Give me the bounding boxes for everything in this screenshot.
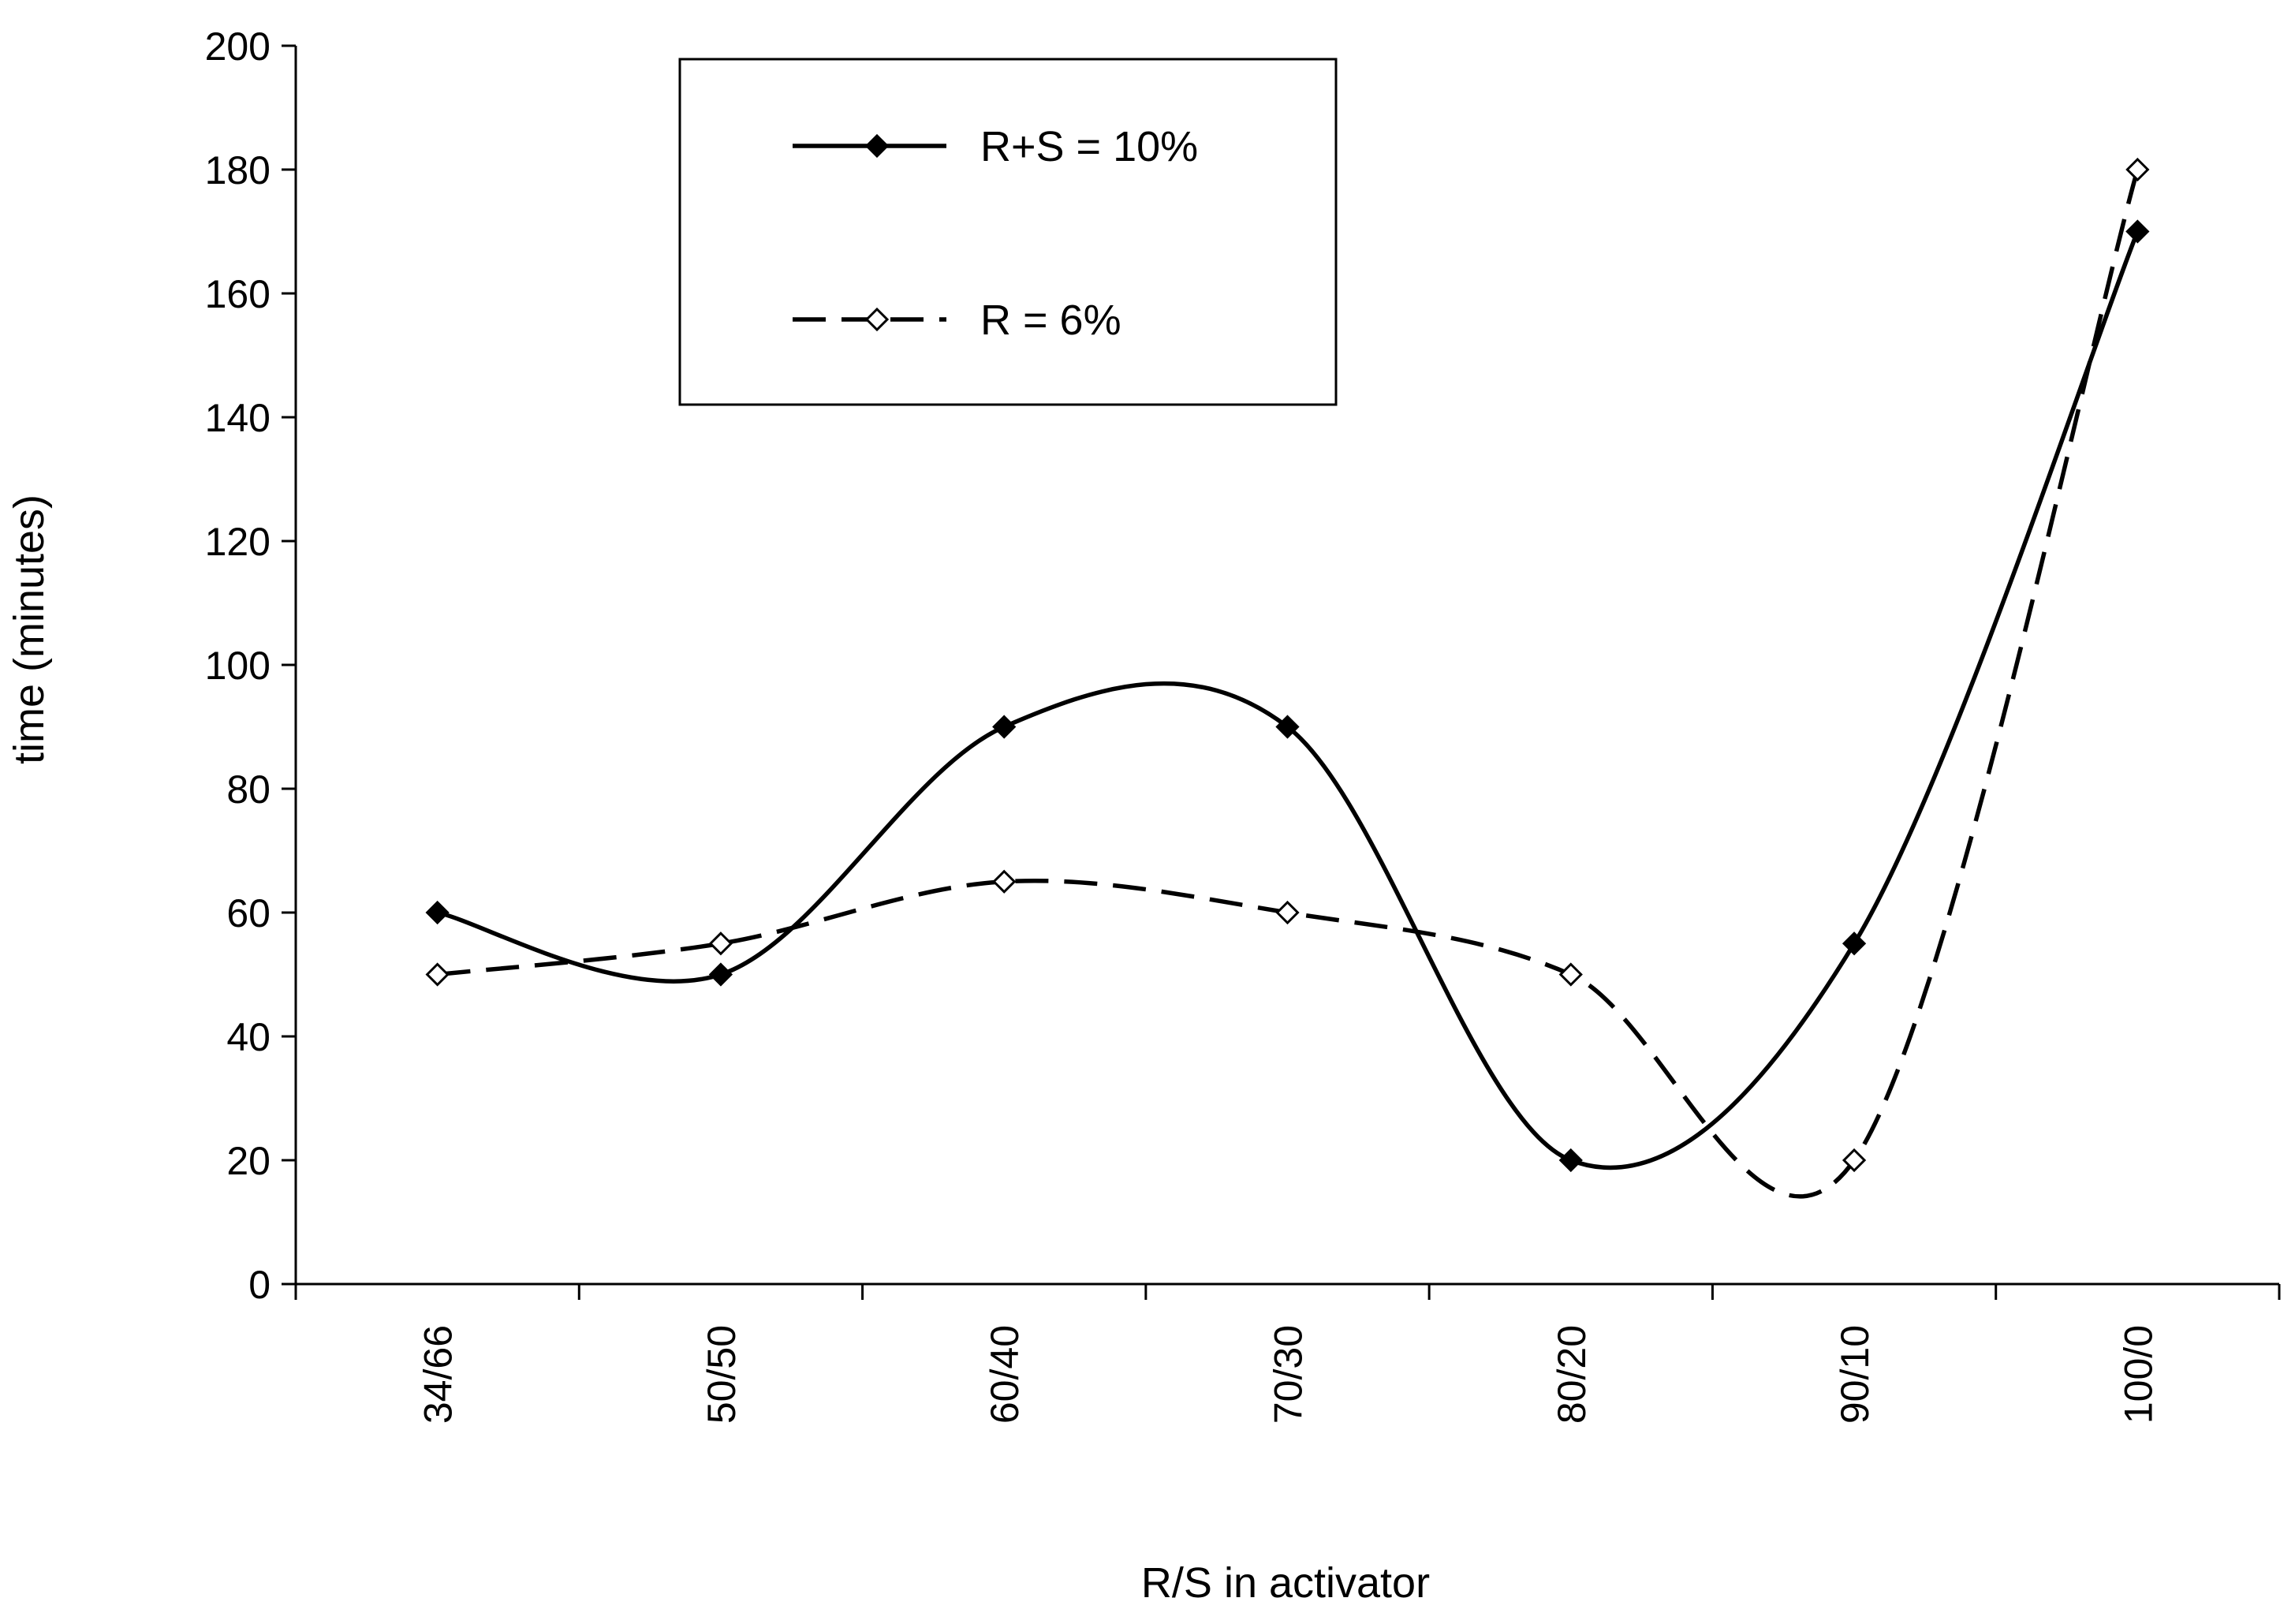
- legend-label: R+S = 10%: [980, 123, 1198, 170]
- y-tick-label: 40: [226, 1015, 271, 1059]
- legend-box: [678, 58, 1338, 406]
- y-tick-label: 200: [205, 24, 271, 69]
- y-tick-label: 0: [248, 1263, 271, 1307]
- x-tick-label: 100/0: [2116, 1325, 2160, 1424]
- legend: R+S = 10% R = 6%: [678, 58, 1338, 406]
- y-tick-label: 20: [226, 1139, 271, 1183]
- legend-item: R = 6%: [793, 297, 1121, 344]
- data-point: [2125, 157, 2150, 182]
- data-point: [992, 869, 1017, 894]
- y-tick-label: 160: [205, 272, 271, 316]
- y-tick-label: 140: [205, 396, 271, 440]
- series-line: [437, 169, 2140, 1199]
- y-tick-label: 100: [205, 644, 271, 688]
- data-point: [992, 715, 1017, 739]
- y-tick-label: 120: [205, 520, 271, 564]
- y-axis: 0 20 40 60 80 100 120 140 160 180 200: [205, 24, 297, 1307]
- series-1: [425, 157, 2150, 1199]
- x-tick-label: 50/50: [700, 1325, 744, 1424]
- data-point: [1842, 1148, 1867, 1173]
- y-tick-label: 60: [226, 891, 271, 935]
- x-tick-label: 34/66: [416, 1325, 461, 1424]
- data-point: [1275, 900, 1300, 925]
- data-point: [2125, 219, 2150, 244]
- x-tick-label: 70/30: [1267, 1325, 1311, 1424]
- x-tick-label: 60/40: [983, 1325, 1027, 1424]
- legend-item: R+S = 10%: [793, 123, 1198, 170]
- data-point: [708, 962, 733, 987]
- data-point: [425, 962, 450, 987]
- data-point: [1558, 1148, 1583, 1173]
- series-line: [437, 230, 2140, 1170]
- legend-marker: [864, 307, 890, 332]
- legend-marker: [864, 133, 890, 159]
- data-point: [708, 931, 733, 956]
- plot-area: [425, 157, 2150, 1199]
- y-axis-title: time (minutes): [6, 495, 53, 764]
- x-tick-label: 90/10: [1833, 1325, 1877, 1424]
- data-point: [1275, 715, 1300, 739]
- data-point: [1558, 962, 1583, 987]
- y-tick-label: 180: [205, 148, 271, 192]
- x-axis-title: R/S in activator: [1141, 1559, 1430, 1607]
- data-point: [1842, 931, 1867, 956]
- x-tick-label: 80/20: [1550, 1325, 1594, 1424]
- y-tick-label: 80: [226, 767, 271, 812]
- data-point: [425, 900, 450, 925]
- legend-label: R = 6%: [980, 297, 1121, 344]
- series-0: [425, 219, 2150, 1173]
- x-axis: 34/66 50/50 60/40 70/30 80/20 90/10 100/0: [294, 1282, 2281, 1424]
